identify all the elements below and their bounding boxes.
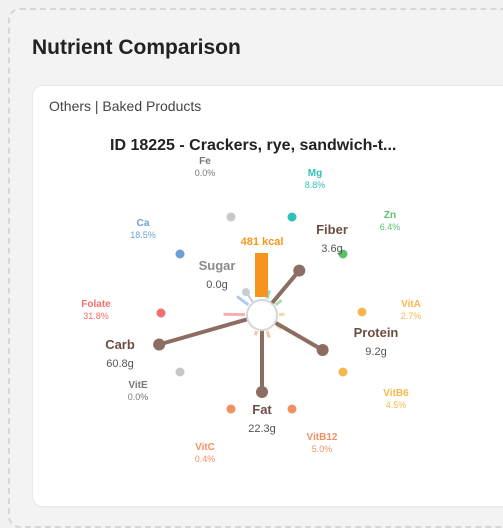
micro-label-fe: Fe [199,156,211,167]
micro-label-ca: Ca [137,218,150,229]
micro-bar-ca [237,296,248,304]
micro-bar-zn [276,300,282,305]
micro-point-vite[interactable] [176,368,185,377]
nutrient-radial-chart: 481 kcal Sugar 0.0g Fiber 3.6g Protein 9.2g Fa… [0,0,503,496]
micro-value-folate: 31.8% [83,311,109,321]
macro-label-carb: Carb [105,337,135,352]
macro-point-protein[interactable] [317,344,329,356]
macro-label-sugar: Sugar [199,258,236,273]
micro-label-vitb12: VitB12 [307,432,338,443]
micro-value-ca: 18.5% [130,230,156,240]
micro-value-vitc: 0.4% [195,454,216,464]
macro-spoke-fiber [272,271,299,303]
macro-label-protein: Protein [354,325,399,340]
macro-label-fiber: Fiber [316,222,348,237]
macro-point-fat[interactable] [256,386,268,398]
micro-label-vitc: VitC [195,442,215,453]
macro-value-protein: 9.2g [365,346,386,358]
energy-bar [255,253,268,297]
macro-point-carb[interactable] [153,338,165,350]
micro-value-vite: 0.0% [128,392,149,402]
macro-value-carb: 60.8g [106,358,134,370]
macro-spoke-protein [276,323,323,350]
micro-value-fe: 0.0% [195,168,216,178]
micro-label-folate: Folate [81,299,111,310]
micro-label-mg: Mg [308,168,322,179]
micro-label-vite: VitE [128,380,148,391]
micro-label-vita: VitA [401,299,421,310]
chart-center-circle [247,300,277,330]
micro-point-vitb12[interactable] [288,405,297,414]
micro-value-vita: 2.7% [401,311,422,321]
micro-point-mg[interactable] [288,213,297,222]
micro-point-vitc[interactable] [227,405,236,414]
macro-point-fiber[interactable] [293,265,305,277]
micro-point-vita[interactable] [358,308,367,317]
micro-point-vitb6[interactable] [339,368,348,377]
micro-bar-vitb12 [267,331,269,337]
macro-point-sugar[interactable] [242,288,250,296]
macro-label-fat: Fat [252,402,272,417]
micro-point-folate[interactable] [157,309,166,318]
micro-value-zn: 6.4% [380,222,401,232]
macro-value-sugar: 0.0g [206,279,227,291]
micro-point-fe[interactable] [227,213,236,222]
micro-bar-vitc [255,331,256,335]
micro-value-vitb12: 5.0% [312,444,333,454]
macro-value-fat: 22.3g [248,423,276,435]
energy-label: 481 kcal [241,236,284,248]
micro-point-ca[interactable] [176,250,185,259]
micro-value-mg: 8.8% [305,180,326,190]
micro-label-zn: Zn [384,210,396,221]
macro-value-fiber: 3.6g [321,243,342,255]
micro-value-vitb6: 4.5% [386,400,407,410]
micro-label-vitb6: VitB6 [383,388,409,399]
macro-spoke-carb [159,319,246,344]
